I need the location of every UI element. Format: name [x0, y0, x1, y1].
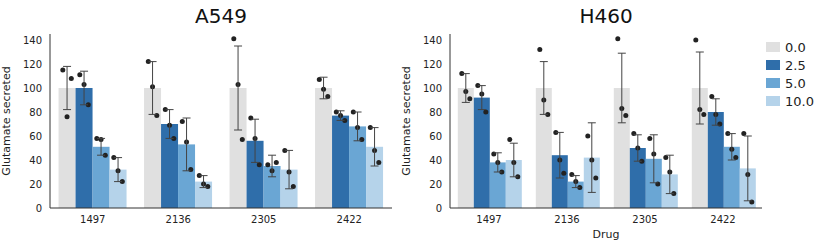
svg-text:60: 60	[429, 131, 442, 142]
svg-text:2136: 2136	[554, 214, 579, 225]
svg-text:40: 40	[29, 155, 42, 166]
svg-text:100: 100	[423, 83, 442, 94]
html-text:5.0: 5.0	[785, 75, 806, 91]
svg-text:Glutamate secreted: Glutamate secreted	[400, 66, 413, 175]
svg-text:1497: 1497	[80, 214, 105, 225]
svg-text:140: 140	[423, 35, 442, 46]
svg-text:1497: 1497	[476, 214, 501, 225]
svg-text:40: 40	[429, 155, 442, 166]
html-text:A549: A549	[195, 4, 247, 28]
svg-text:20: 20	[29, 179, 42, 190]
svg-text:Glutamate secreted: Glutamate secreted	[8, 66, 13, 175]
svg-text:120: 120	[23, 59, 42, 70]
html-text:2.5: 2.5	[785, 57, 806, 73]
svg-text:80: 80	[29, 107, 42, 118]
html-text:H460: H460	[579, 4, 633, 28]
svg-text:120: 120	[423, 59, 442, 70]
svg-text:2422: 2422	[710, 214, 735, 225]
svg-text:2305: 2305	[251, 214, 276, 225]
html-text:10.0: 10.0	[785, 93, 814, 109]
svg-text:0: 0	[436, 203, 442, 214]
svg-text:0: 0	[36, 203, 42, 214]
html-text:0.0: 0.0	[785, 39, 806, 55]
svg-text:2136: 2136	[166, 214, 191, 225]
svg-text:20: 20	[429, 179, 442, 190]
svg-text:Drug: Drug	[593, 228, 620, 240]
svg-text:60: 60	[29, 131, 42, 142]
svg-text:140: 140	[23, 35, 42, 46]
svg-text:80: 80	[429, 107, 442, 118]
svg-text:2305: 2305	[632, 214, 657, 225]
svg-text:2422: 2422	[337, 214, 362, 225]
svg-text:100: 100	[23, 83, 42, 94]
